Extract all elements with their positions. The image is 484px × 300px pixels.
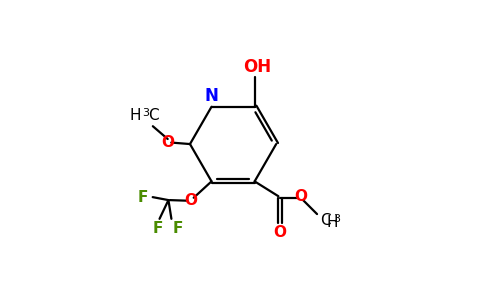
Text: F: F bbox=[137, 190, 148, 205]
Text: H: H bbox=[327, 214, 338, 230]
Text: H: H bbox=[129, 108, 141, 123]
Text: F: F bbox=[153, 221, 163, 236]
Text: 3: 3 bbox=[142, 108, 150, 118]
Text: O: O bbox=[161, 135, 174, 150]
Text: O: O bbox=[294, 189, 307, 204]
Text: C: C bbox=[149, 108, 159, 123]
Text: OH: OH bbox=[243, 58, 272, 76]
Text: O: O bbox=[184, 193, 197, 208]
Text: 3: 3 bbox=[333, 214, 340, 224]
Text: O: O bbox=[273, 225, 287, 240]
Text: F: F bbox=[173, 221, 183, 236]
Text: N: N bbox=[205, 87, 218, 105]
Text: C: C bbox=[320, 212, 331, 227]
